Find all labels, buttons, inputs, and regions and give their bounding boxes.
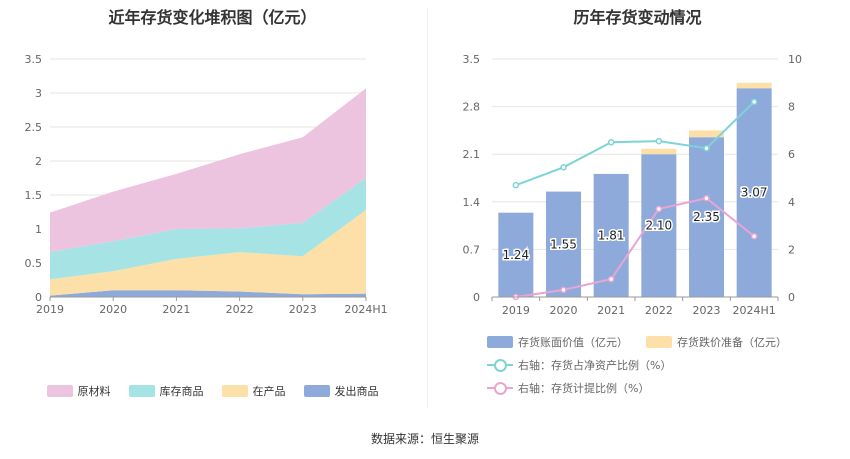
line-point xyxy=(655,205,663,213)
bar-value-label: 2.35 xyxy=(693,210,720,224)
x-tick-label: 2022 xyxy=(645,304,673,317)
line-point xyxy=(560,164,567,171)
y2-tick-label: 8 xyxy=(788,101,795,114)
line-provision-ratio xyxy=(515,197,755,298)
left-chart-title: 近年存货变化堆积图（亿元） xyxy=(108,8,317,27)
x-tick-label: 2020 xyxy=(550,304,578,317)
bar-value-label: 1.55 xyxy=(550,237,577,251)
legend-item-finished-goods[interactable]: 库存商品 xyxy=(128,383,204,399)
legend-label: 发出商品 xyxy=(334,385,379,398)
y-tick-label: 2.1 xyxy=(463,148,481,161)
bar-value-label: 1.24 xyxy=(502,248,529,262)
legend-label: 原材料 xyxy=(77,385,111,398)
legend-label: 右轴：存货占净资产比例（%） xyxy=(518,358,672,372)
line-point xyxy=(607,275,615,283)
area-series-原材料 xyxy=(50,88,366,253)
y-tick-label: 1.4 xyxy=(463,196,481,209)
y-tick-label: 0.5 xyxy=(25,257,43,270)
left-chart-legend: 原材料 库存商品 在产品 发出商品 xyxy=(0,383,425,399)
y2-tick-label: 10 xyxy=(788,53,802,66)
stacked-area-chart: 0 0.5 1 1.5 2 2.5 3 3.5 2019 2020 2021 2022 2023 2024… xyxy=(25,53,388,316)
x-tick-label: 2019 xyxy=(502,304,530,317)
bar-book-value xyxy=(546,191,581,297)
area-series-发出商品 xyxy=(50,290,366,297)
x-tick-label: 2023 xyxy=(289,303,317,316)
y2-tick-label: 4 xyxy=(788,196,795,209)
legend-swatch xyxy=(46,385,73,397)
legend-item-goods-shipped[interactable]: 发出商品 xyxy=(303,383,379,399)
legend-item-impairment-reserve[interactable]: 存货跌价准备（亿元） xyxy=(646,334,787,350)
line-point xyxy=(703,194,710,202)
line-point xyxy=(750,233,758,240)
legend-label: 存货账面价值（亿元） xyxy=(518,335,628,349)
x-tick-label: 2024H1 xyxy=(344,303,387,316)
legend-label: 库存商品 xyxy=(159,385,204,398)
bar-impairment-reserve xyxy=(641,148,677,155)
legend-item-raw-materials[interactable]: 原材料 xyxy=(46,383,111,399)
legend-line-marker xyxy=(487,358,513,372)
bar-impairment-reserve xyxy=(689,130,724,138)
y2-tick-label: 2 xyxy=(788,243,795,256)
y-tick-label: 2.5 xyxy=(25,121,43,134)
legend-swatch xyxy=(128,385,155,397)
right-chart-legend: 存货账面价值（亿元） 存货跌价准备（亿元） 右轴：存货占净资产比例（%） 右轴：… xyxy=(487,335,787,404)
x-tick-label: 2019 xyxy=(36,303,64,316)
legend-label: 右轴：存货计提比例（%） xyxy=(518,381,650,395)
bar-book-value xyxy=(498,212,534,297)
line-point xyxy=(703,145,710,152)
x-tick-label: 2022 xyxy=(226,303,254,316)
bar-impairment-reserve xyxy=(736,82,772,89)
legend-item-provision-ratio[interactable]: 右轴：存货计提比例（%） xyxy=(487,381,787,395)
y-tick-label: 3 xyxy=(35,87,42,100)
legend-label: 存货跌价准备（亿元） xyxy=(677,335,787,349)
legend-swatch xyxy=(221,385,248,397)
legend-swatch xyxy=(646,335,672,348)
line-point xyxy=(655,137,663,145)
y-tick-label: 2 xyxy=(35,155,42,168)
bar-value-label: 1.81 xyxy=(598,228,625,242)
line-point xyxy=(560,286,567,294)
legend-item-work-in-progress[interactable]: 在产品 xyxy=(221,383,286,399)
y-tick-label: 0 xyxy=(35,291,42,304)
x-tick-label: 2021 xyxy=(162,303,190,316)
legend-swatch xyxy=(303,385,330,397)
x-tick-label: 2024H1 xyxy=(733,304,776,317)
x-tick-label: 2023 xyxy=(693,304,721,317)
bar-value-label: 3.07 xyxy=(741,186,768,200)
bar-book-value xyxy=(689,137,724,297)
line-point xyxy=(512,181,520,189)
y2-tick-label: 6 xyxy=(788,148,795,161)
inventory-bar-line-chart: 0 0.7 1.4 2.1 2.8 3.5 0 2 4 6 8 10 1.24 1.55 1.81 2.10 2… xyxy=(463,53,803,317)
line-net-asset-ratio xyxy=(515,101,755,187)
x-tick-label: 2021 xyxy=(597,304,625,317)
y-tick-label: 1 xyxy=(35,223,42,236)
y-tick-label: 1.5 xyxy=(25,189,43,202)
legend-item-net-asset-ratio[interactable]: 右轴：存货占净资产比例（%） xyxy=(487,358,787,372)
y2-tick-label: 0 xyxy=(788,291,795,304)
bar-book-value xyxy=(736,88,772,298)
y-tick-label: 0.7 xyxy=(463,243,481,256)
legend-swatch xyxy=(487,335,513,348)
line-point xyxy=(750,98,758,106)
legend-item-book-value[interactable]: 存货账面价值（亿元） xyxy=(487,334,628,350)
y-tick-label: 2.8 xyxy=(463,101,481,114)
bar-value-label: 2.10 xyxy=(645,219,672,233)
x-tick-label: 2020 xyxy=(99,303,127,316)
y-tick-label: 3.5 xyxy=(25,53,43,66)
y-tick-label: 3.5 xyxy=(463,53,481,66)
area-series-在产品 xyxy=(50,209,366,296)
data-source-note: 数据来源：恒生聚源 xyxy=(370,432,479,446)
legend-line-marker xyxy=(487,381,513,395)
right-chart-title: 历年存货变动情况 xyxy=(573,8,702,27)
line-point xyxy=(607,139,615,146)
legend-label: 在产品 xyxy=(252,385,286,398)
panel-divider xyxy=(427,8,428,408)
y-tick-label: 0 xyxy=(473,291,480,304)
